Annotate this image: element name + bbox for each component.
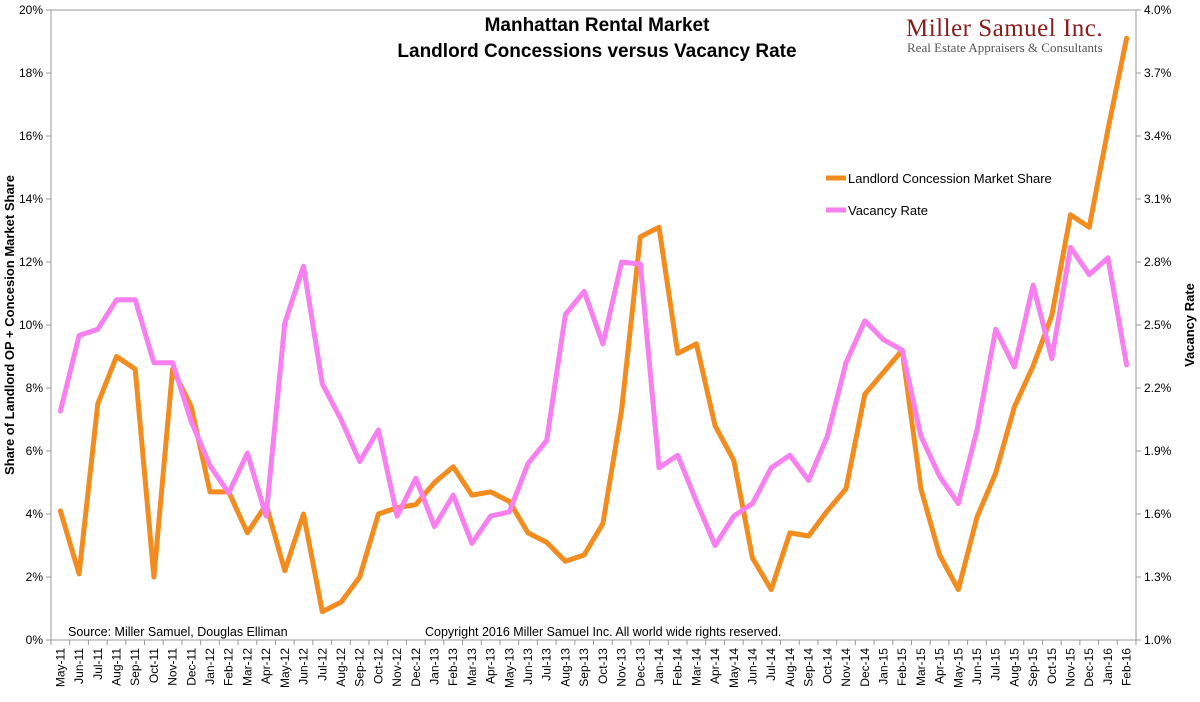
- x-tick-label: Jan-14: [652, 648, 666, 685]
- x-tick-label: May-15: [951, 648, 965, 688]
- legend: Landlord Concession Market Share Vacancy…: [826, 171, 1052, 218]
- logo-name: Miller Samuel Inc.: [906, 15, 1103, 42]
- right-tick-label: 2.2%: [1144, 381, 1172, 395]
- x-tick-label: Nov-12: [390, 648, 404, 687]
- x-tick-label: Jun-14: [746, 648, 760, 685]
- series-lines: [57, 35, 1130, 615]
- right-tick-label: 3.1%: [1144, 192, 1172, 206]
- chart-title-line-2: Landlord Concessions versus Vacancy Rate: [397, 41, 796, 62]
- x-tick-label: Nov-11: [166, 648, 180, 686]
- left-tick-label: 6%: [26, 444, 44, 458]
- right-tick-label: 1.9%: [1144, 444, 1172, 458]
- x-tick-label: Dec-15: [1082, 648, 1096, 687]
- chart-title-line-1: Manhattan Rental Market: [485, 15, 711, 36]
- x-tick-label: Jul-12: [315, 648, 329, 681]
- left-axis: 0% 2% 4% 6% 8% 10% 12% 14% 16% 18% 20%: [19, 3, 51, 647]
- x-tick-label: Dec-12: [409, 648, 423, 687]
- left-tick-label: 20%: [19, 3, 43, 17]
- x-tick-label: Nov-15: [1064, 648, 1078, 687]
- x-tick-label: Aug-14: [783, 648, 797, 687]
- right-axis-title: Vacancy Rate: [1182, 283, 1197, 367]
- x-tick-label: Aug-15: [1007, 648, 1021, 687]
- x-tick-label: Jan-13: [427, 648, 441, 685]
- left-axis-title: Share of Landlord OP + Concesion Market …: [2, 175, 17, 475]
- right-tick-label: 1.3%: [1144, 570, 1172, 584]
- x-tick-label: Mar-15: [914, 648, 928, 686]
- x-tick-label: May-12: [278, 648, 292, 688]
- x-tick-label: Nov-14: [839, 648, 853, 687]
- x-tick-label: Sep-12: [353, 648, 367, 687]
- x-axis: May-11 Jun-11 Jul-11 Aug-11 Sep-11 Oct-11 Nov-…: [50, 640, 1137, 688]
- x-tick-label: Sep-15: [1026, 648, 1040, 687]
- x-tick-label: Dec-11: [184, 648, 198, 686]
- x-tick-label: Feb-13: [446, 648, 460, 686]
- x-tick-label: Feb-16: [1120, 648, 1134, 686]
- x-tick-label: Jan-15: [876, 648, 890, 685]
- x-tick-label: Jul-11: [91, 648, 105, 680]
- x-tick-label: Mar-14: [689, 648, 703, 686]
- x-tick-label: Apr-15: [933, 648, 947, 684]
- x-tick-label: Oct-15: [1045, 648, 1059, 684]
- x-tick-label: Sep-14: [802, 648, 816, 687]
- left-tick-label: 12%: [19, 255, 43, 269]
- legend-label-vacancy: Vacancy Rate: [848, 203, 928, 218]
- vacancy-series-line: [57, 244, 1130, 548]
- concession-series-line: [57, 35, 1130, 615]
- x-tick-label: Aug-11: [109, 648, 123, 686]
- x-tick-label: Dec-13: [633, 648, 647, 687]
- source-note: Source: Miller Samuel, Douglas Elliman: [68, 625, 288, 639]
- right-axis: 1.0% 1.3% 1.6% 1.9% 2.2% 2.5% 2.8% 3.1% 3.4% 3.7%…: [1136, 3, 1172, 647]
- x-tick-label: Jun-15: [970, 648, 984, 685]
- x-tick-label: Apr-12: [259, 648, 273, 684]
- x-tick-label: Sep-13: [577, 648, 591, 687]
- x-tick-label: Jul-15: [989, 648, 1003, 681]
- x-tick-label: Jan-16: [1101, 648, 1115, 685]
- x-tick-label: Jun-13: [521, 648, 535, 685]
- x-tick-label: May-13: [502, 648, 516, 688]
- x-tick-label: Jan-12: [203, 648, 217, 685]
- x-tick-label: Apr-13: [484, 648, 498, 684]
- right-tick-label: 1.0%: [1144, 633, 1172, 647]
- right-tick-label: 2.8%: [1144, 255, 1172, 269]
- left-tick-label: 16%: [19, 129, 43, 143]
- miller-samuel-logo: Miller Samuel Inc. Real Estate Appraiser…: [906, 15, 1103, 55]
- copyright-note: Copyright 2016 Miller Samuel Inc. All wo…: [425, 625, 781, 639]
- x-tick-label: Nov-13: [615, 648, 629, 687]
- x-tick-label: Aug-13: [558, 648, 572, 687]
- x-tick-label: Jun-11: [72, 648, 86, 684]
- x-tick-label: Dec-14: [858, 648, 872, 687]
- left-tick-label: 0%: [26, 633, 44, 647]
- x-tick-label: Oct-11: [147, 648, 161, 683]
- logo-tagline: Real Estate Appraisers & Consultants: [907, 40, 1103, 55]
- left-tick-label: 2%: [26, 570, 44, 584]
- x-tick-label: Jul-13: [540, 648, 554, 681]
- left-tick-label: 10%: [19, 318, 43, 332]
- x-tick-label: Oct-14: [820, 648, 834, 684]
- x-tick-label: Aug-12: [334, 648, 348, 687]
- left-tick-label: 4%: [26, 507, 44, 521]
- x-tick-label: Jun-12: [297, 648, 311, 685]
- right-tick-label: 2.5%: [1144, 318, 1172, 332]
- x-tick-label: Mar-12: [240, 648, 254, 686]
- right-tick-label: 4.0%: [1144, 3, 1172, 17]
- legend-label-concession: Landlord Concession Market Share: [848, 171, 1052, 186]
- left-tick-label: 8%: [26, 381, 44, 395]
- x-tick-label: May-14: [727, 648, 741, 688]
- x-tick-label: Feb-14: [671, 648, 685, 686]
- x-tick-label: May-11: [53, 648, 67, 687]
- x-tick-label: Apr-14: [708, 648, 722, 684]
- x-tick-label: Oct-13: [596, 648, 610, 684]
- x-tick-label: Sep-11: [128, 648, 142, 686]
- x-tick-label: Feb-15: [895, 648, 909, 686]
- x-tick-label: Mar-13: [465, 648, 479, 686]
- left-tick-label: 18%: [19, 66, 43, 80]
- right-tick-label: 3.7%: [1144, 66, 1172, 80]
- x-tick-label: Oct-12: [371, 648, 385, 684]
- x-tick-label: Feb-12: [222, 648, 236, 686]
- left-tick-label: 14%: [19, 192, 43, 206]
- right-tick-label: 1.6%: [1144, 507, 1172, 521]
- right-tick-label: 3.4%: [1144, 129, 1172, 143]
- x-tick-label: Jul-14: [764, 648, 778, 681]
